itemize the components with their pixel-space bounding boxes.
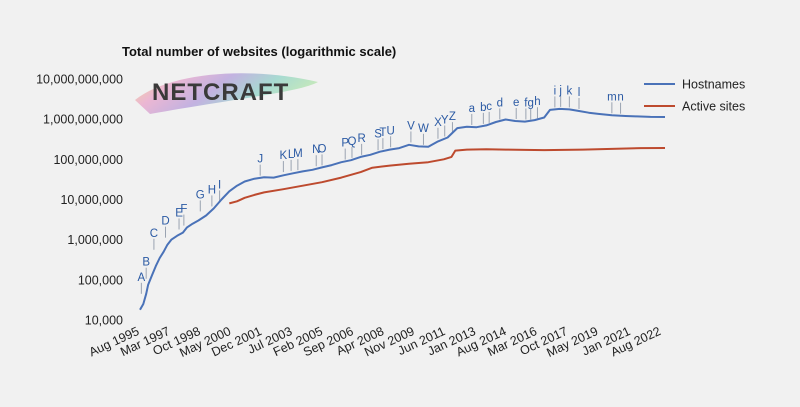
y-tick-label: 1,000,000 (67, 233, 123, 247)
annotation-label: A (138, 272, 146, 284)
y-tick-label: 10,000,000,000 (36, 73, 123, 87)
annotation-label: Y (441, 115, 449, 127)
y-tick-label: 10,000 (85, 314, 123, 328)
annotation-label: U (386, 125, 394, 137)
annotation-label: b (480, 102, 486, 114)
series-line-hostnames (139, 107, 666, 311)
annotation-label: P (341, 138, 349, 150)
annotation-label: C (150, 228, 158, 240)
legend: Hostnames Active sites (644, 78, 745, 114)
annotation-label: G (196, 189, 205, 201)
legend-label-active-sites: Active sites (682, 100, 745, 114)
annotation-label: d (497, 97, 503, 109)
annotation-label: f (524, 97, 528, 109)
annotation-label: g (528, 98, 534, 110)
logo-wordmark: NETCRAFT (152, 79, 289, 106)
legend-label-hostnames: Hostnames (682, 78, 745, 92)
annotation-label: Q (347, 136, 356, 148)
annotation-label: h (534, 96, 540, 108)
netcraft-logo: NETCRAFT (135, 73, 318, 114)
annotation-label: T (379, 127, 386, 139)
annotation-label: M (293, 148, 303, 160)
annotation-label: B (142, 257, 150, 269)
annotation-label: W (418, 123, 429, 135)
annotation-label: N (312, 144, 320, 156)
annotation-label: E (175, 207, 183, 219)
y-tick-label: 100,000,000 (53, 153, 123, 167)
annotation-label: R (357, 133, 365, 145)
chart-title: Total number of websites (logarithmic sc… (122, 44, 396, 59)
annotation-label: O (318, 143, 327, 155)
annotation-label: I (218, 179, 221, 191)
annotation-label: X (434, 117, 442, 129)
annotation-label: n (617, 92, 623, 104)
annotation-label: a (469, 103, 476, 115)
y-tick-label: 1,000,000,000 (43, 113, 123, 127)
annotation-label: m (607, 91, 617, 103)
annotation-label: c (486, 101, 492, 113)
annotation-label: H (208, 184, 216, 196)
annotation-label: J (257, 154, 263, 166)
annotation-label: k (566, 85, 572, 97)
annotation-lines (140, 95, 622, 294)
series-line-active-sites (229, 147, 666, 205)
y-axis: 10,000 100,000 1,000,000 10,000,000 100,000,… (36, 73, 123, 328)
y-tick-label: 100,000 (78, 273, 123, 287)
logo-swoosh (135, 73, 318, 114)
annotation-label: L (288, 149, 295, 161)
annotation-label: D (161, 216, 169, 228)
series-group (139, 107, 666, 311)
annotation-label: V (407, 120, 415, 132)
annotation-label: F (180, 204, 187, 216)
annotation-label: K (280, 150, 288, 162)
annotation-label: l (578, 87, 581, 99)
annotation-label: S (374, 128, 382, 140)
y-tick-label: 10,000,000 (60, 193, 123, 207)
annotation-label: j (558, 85, 562, 97)
annotation-label: e (513, 97, 519, 109)
annotation-label: Z (449, 111, 456, 123)
annotation-label: i (554, 85, 557, 97)
